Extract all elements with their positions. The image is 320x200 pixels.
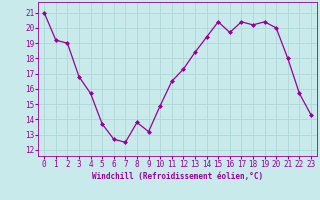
X-axis label: Windchill (Refroidissement éolien,°C): Windchill (Refroidissement éolien,°C) bbox=[92, 172, 263, 181]
